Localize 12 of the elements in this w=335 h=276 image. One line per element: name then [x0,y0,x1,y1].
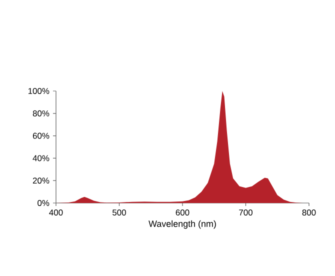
x-axis-title: Wavelength (nm) [148,220,216,229]
x-tick-label: 700 [239,210,252,216]
x-tick-label: 500 [112,210,126,216]
x-tick-label: 400 [49,210,63,216]
y-tick-label: 60% [32,132,50,139]
y-tick-label: 80% [32,110,50,116]
y-tick-label: 0% [38,200,50,206]
y-tick-label: 100% [28,88,50,94]
y-tick-label: 40% [32,155,50,162]
x-tick-label: 600 [176,210,190,216]
x-tick-label: 800 [302,210,316,216]
y-tick-label: 20% [32,178,50,184]
